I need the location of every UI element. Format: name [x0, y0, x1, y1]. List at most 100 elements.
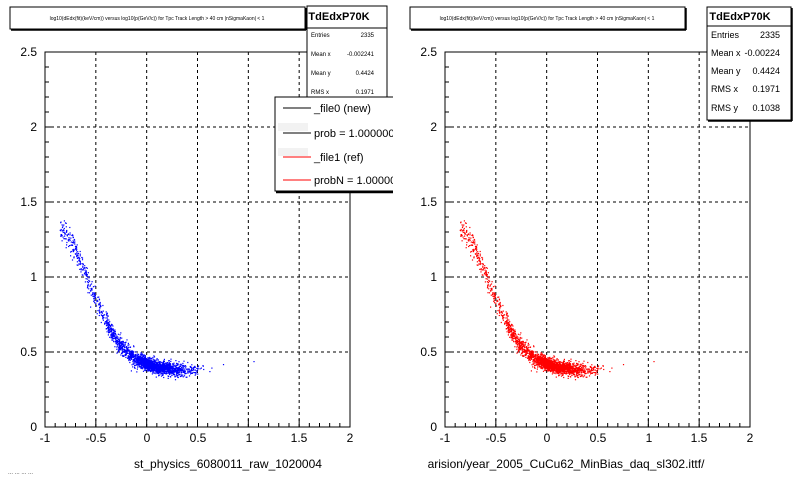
left-data-point: [161, 365, 163, 367]
left-data-point: [122, 348, 124, 350]
right-data-point: [586, 368, 588, 370]
right-data-point: [531, 355, 533, 357]
left-data-point: [183, 365, 185, 367]
left-data-point: [193, 372, 195, 374]
right-data-point: [573, 371, 575, 373]
left-data-point: [78, 260, 80, 262]
left-data-point: [177, 367, 179, 369]
right-data-point: [549, 366, 551, 369]
right-data-point: [574, 368, 576, 370]
left-data-point: [151, 364, 153, 366]
right-data-point: [486, 267, 488, 269]
right-data-point: [462, 236, 464, 238]
left-scatter-points: [59, 220, 255, 381]
right-data-point: [492, 292, 494, 294]
right-data-point: [504, 322, 506, 324]
left-data-point: [182, 367, 184, 369]
left-data-point: [132, 352, 134, 354]
left-data-point: [118, 341, 120, 343]
left-data-point: [134, 365, 136, 367]
right-data-point: [476, 248, 478, 250]
left-data-point: [120, 332, 122, 334]
right-data-point: [568, 364, 570, 366]
left-data-point: [127, 348, 129, 350]
right-data-point: [505, 322, 507, 324]
left-data-point: [98, 296, 100, 298]
left-data-point: [190, 369, 192, 371]
left-data-point: [70, 255, 72, 257]
left-data-point: [152, 361, 154, 363]
left-data-point: [108, 327, 110, 329]
right-data-point: [528, 356, 531, 358]
right-data-point: [508, 323, 510, 325]
right-data-point: [547, 357, 549, 359]
right-data-point: [534, 359, 536, 361]
right-data-point: [592, 369, 595, 371]
left-data-point: [62, 231, 64, 233]
right-data-point: [508, 325, 510, 327]
right-data-point: [531, 364, 533, 366]
left-data-point: [108, 323, 110, 325]
right-data-point: [569, 370, 571, 372]
left-data-point: [73, 249, 75, 251]
left-data-point: [222, 364, 225, 366]
right-data-point: [516, 340, 518, 342]
left-data-point: [156, 367, 158, 369]
left-data-point: [122, 354, 124, 356]
left-data-point: [156, 372, 158, 374]
left-data-point: [115, 343, 117, 345]
right-data-point: [574, 376, 576, 378]
left-data-point: [155, 369, 157, 371]
right-data-point: [564, 366, 566, 368]
right-data-point: [511, 324, 513, 326]
right-data-point: [581, 364, 583, 366]
right-data-point: [548, 363, 550, 365]
right-data-point: [524, 349, 526, 351]
right-data-point: [505, 317, 507, 319]
right-data-point: [561, 373, 563, 375]
left-data-point: [104, 323, 106, 325]
left-data-point: [165, 362, 167, 364]
right-data-point: [464, 233, 466, 235]
left-stats-title: TdEdxP70K: [308, 11, 369, 23]
right-data-point: [568, 370, 571, 372]
right-data-point: [584, 367, 586, 369]
right-data-point: [525, 352, 527, 354]
left-data-point: [128, 359, 130, 362]
left-y-tick-label: 1.5: [20, 195, 37, 209]
right-plot-title: log10(dEdx(fit)(keV/cm)) versus log10(p(…: [440, 16, 655, 22]
right-data-point: [592, 369, 594, 371]
right-data-point: [553, 362, 555, 364]
right-data-point: [460, 235, 462, 237]
right-data-point: [592, 371, 594, 373]
left-data-point: [144, 367, 146, 369]
left-data-point: [121, 346, 124, 348]
left-data-point: [153, 364, 155, 366]
left-data-point: [87, 284, 89, 286]
right-data-point: [546, 366, 548, 368]
left-data-point: [80, 271, 82, 273]
right-data-point: [550, 369, 552, 371]
right-data-point: [559, 371, 561, 373]
right-data-point: [506, 320, 508, 322]
left-data-point: [89, 284, 91, 286]
left-data-point: [82, 263, 84, 265]
right-data-point: [499, 302, 501, 304]
left-data-point: [142, 358, 144, 360]
left-data-point: [189, 370, 191, 372]
left-data-point: [177, 369, 180, 371]
left-data-point: [149, 360, 151, 362]
right-data-point: [595, 372, 597, 374]
left-data-point: [125, 353, 127, 355]
right-data-point: [572, 363, 574, 365]
right-data-point: [486, 274, 488, 276]
right-data-point: [526, 352, 528, 354]
right-data-point: [526, 348, 528, 350]
right-data-point: [544, 355, 547, 357]
right-data-point: [584, 371, 586, 374]
left-stats-value: -0.002241: [347, 52, 375, 58]
left-data-point: [115, 334, 117, 336]
right-data-point: [553, 356, 556, 358]
right-data-point: [552, 364, 554, 366]
right-data-point: [593, 372, 595, 374]
